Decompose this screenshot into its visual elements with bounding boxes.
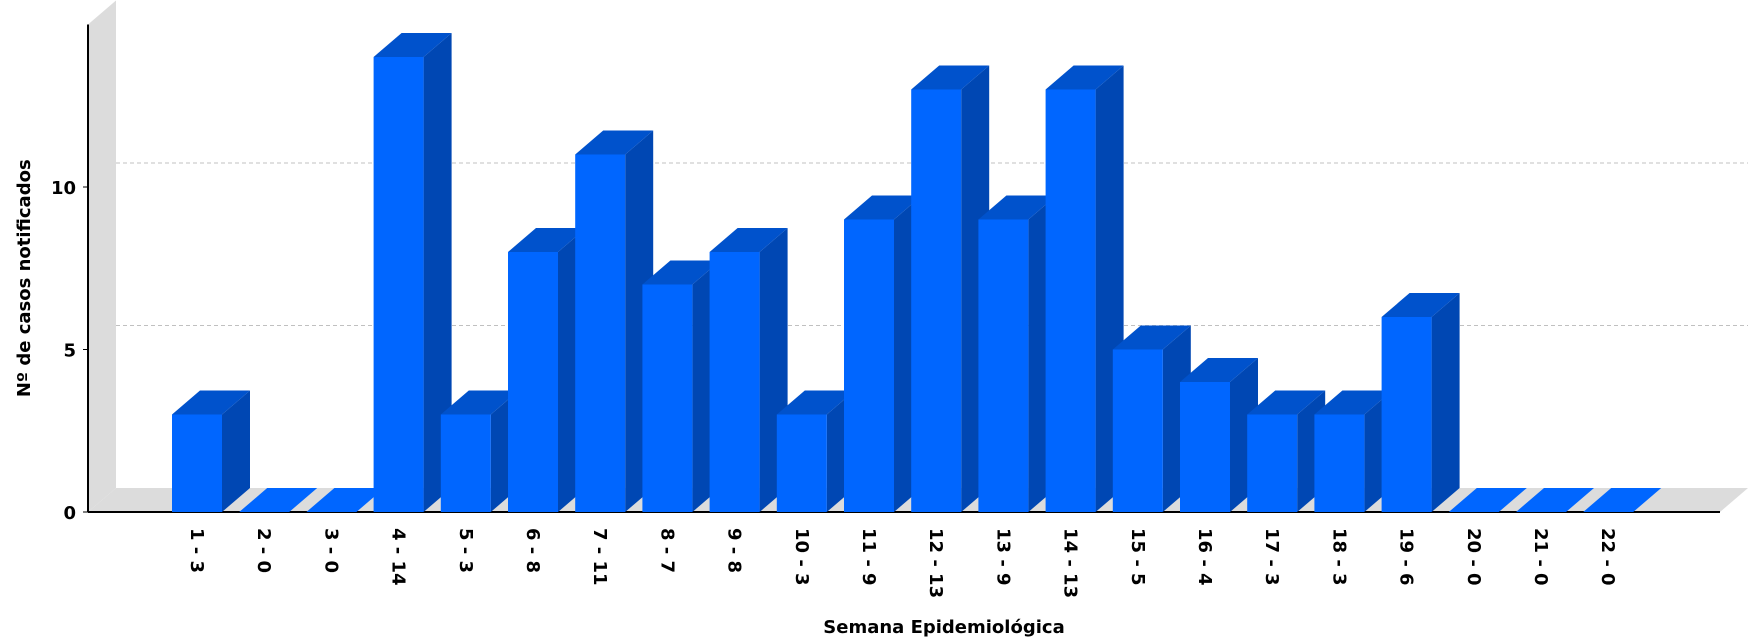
bar-top [776, 390, 855, 415]
bar-top [1448, 488, 1527, 512]
x-tick-labels: 1 - 3 2 - 0 3 - 0 4 - 14 5 - 3 6 - 8 7 - 11 8 -… [186, 528, 1618, 598]
bar [911, 65, 990, 512]
x-tick-label: 3 - 0 [320, 528, 341, 573]
bar [776, 390, 855, 512]
bar-top [1247, 390, 1326, 415]
bar-top [239, 488, 318, 512]
x-tick-label: 11 - 9 [858, 528, 879, 586]
bar-top [642, 260, 721, 285]
bar-front [440, 414, 491, 512]
bar-top [575, 130, 654, 155]
bar-top [440, 390, 519, 415]
x-tick-label: 8 - 7 [656, 528, 677, 573]
bar [575, 130, 654, 512]
axes [83, 24, 1720, 513]
x-tick-label: 17 - 3 [1261, 528, 1282, 586]
bar [1448, 488, 1527, 512]
bar-front [172, 414, 222, 512]
bar-front [1045, 89, 1096, 512]
bar [172, 390, 250, 512]
x-tick-label: 18 - 3 [1328, 528, 1349, 586]
x-tick-label: 15 - 5 [1127, 528, 1148, 586]
bar-front [978, 219, 1029, 512]
bar-side [423, 33, 452, 512]
bar [1516, 488, 1594, 512]
bar-top [508, 228, 586, 252]
bar-front [1247, 414, 1298, 512]
bar-side [222, 390, 250, 512]
x-tick-label: 9 - 8 [724, 528, 745, 573]
x-tick-label: 4 - 14 [388, 528, 409, 586]
bar [1112, 325, 1191, 512]
bar-top [1180, 358, 1258, 382]
bar [306, 488, 385, 512]
x-tick-label: 19 - 6 [1396, 528, 1417, 586]
bar-front [642, 284, 693, 512]
x-tick-label: 5 - 3 [455, 528, 476, 573]
bar-front [776, 414, 827, 512]
bar [440, 390, 519, 512]
bar-top [978, 195, 1057, 220]
bar-top [1516, 488, 1594, 512]
x-axis-title: Semana Epidemiológica [823, 617, 1064, 638]
bar-top [709, 228, 788, 252]
bar-top [373, 33, 452, 57]
x-tick-label: 10 - 3 [791, 528, 812, 586]
bar-front [709, 252, 760, 512]
bar [373, 33, 452, 512]
bars [172, 33, 1662, 512]
bar [1247, 390, 1326, 512]
bar-top [172, 390, 250, 415]
x-tick-label: 21 - 0 [1530, 528, 1551, 586]
bar [1045, 65, 1124, 512]
bar-top [1314, 390, 1393, 415]
x-tick-label: 1 - 3 [186, 528, 207, 573]
x-tick-label: 6 - 8 [522, 528, 543, 573]
bar-front [508, 252, 558, 512]
bar [978, 195, 1057, 512]
x-tick-label: 7 - 11 [589, 528, 610, 586]
x-tick-label: 20 - 0 [1463, 528, 1484, 586]
bar-top [911, 65, 990, 90]
bar-top [1583, 488, 1662, 512]
bar [239, 488, 318, 512]
bar-front [1381, 317, 1432, 512]
y-axis-title: Nº de casos notificados [14, 159, 35, 397]
y-tick-label: 0 [63, 503, 76, 524]
bar-top [1112, 325, 1191, 350]
bar-front [1112, 349, 1163, 512]
bar [844, 195, 922, 512]
y-tick-label: 10 [51, 178, 76, 199]
bar-front [1314, 414, 1365, 512]
bar [1381, 293, 1460, 512]
bar-front [575, 154, 626, 512]
bar [642, 260, 721, 512]
side-wall [88, 0, 116, 512]
bar [508, 228, 586, 512]
x-tick-label: 2 - 0 [253, 528, 274, 573]
x-tick-label: 12 - 13 [925, 528, 946, 598]
bar-front [1180, 382, 1230, 512]
bar [1583, 488, 1662, 512]
bar-side [1431, 293, 1460, 512]
bar-front [844, 219, 894, 512]
bar [1314, 390, 1393, 512]
y-tick-labels: 0 5 10 [51, 178, 76, 524]
bar-top [306, 488, 385, 512]
x-tick-label: 16 - 4 [1194, 528, 1215, 586]
bar-front [373, 57, 424, 512]
x-tick-label: 22 - 0 [1597, 528, 1618, 586]
bar [709, 228, 788, 512]
y-tick-label: 5 [63, 341, 76, 362]
bar [1180, 358, 1258, 512]
bar-front [911, 89, 962, 512]
bar-top [1381, 293, 1460, 317]
x-tick-label: 13 - 9 [992, 528, 1013, 586]
x-tick-label: 14 - 13 [1060, 528, 1081, 598]
bar-top [1045, 65, 1124, 90]
bar-top [844, 195, 922, 220]
